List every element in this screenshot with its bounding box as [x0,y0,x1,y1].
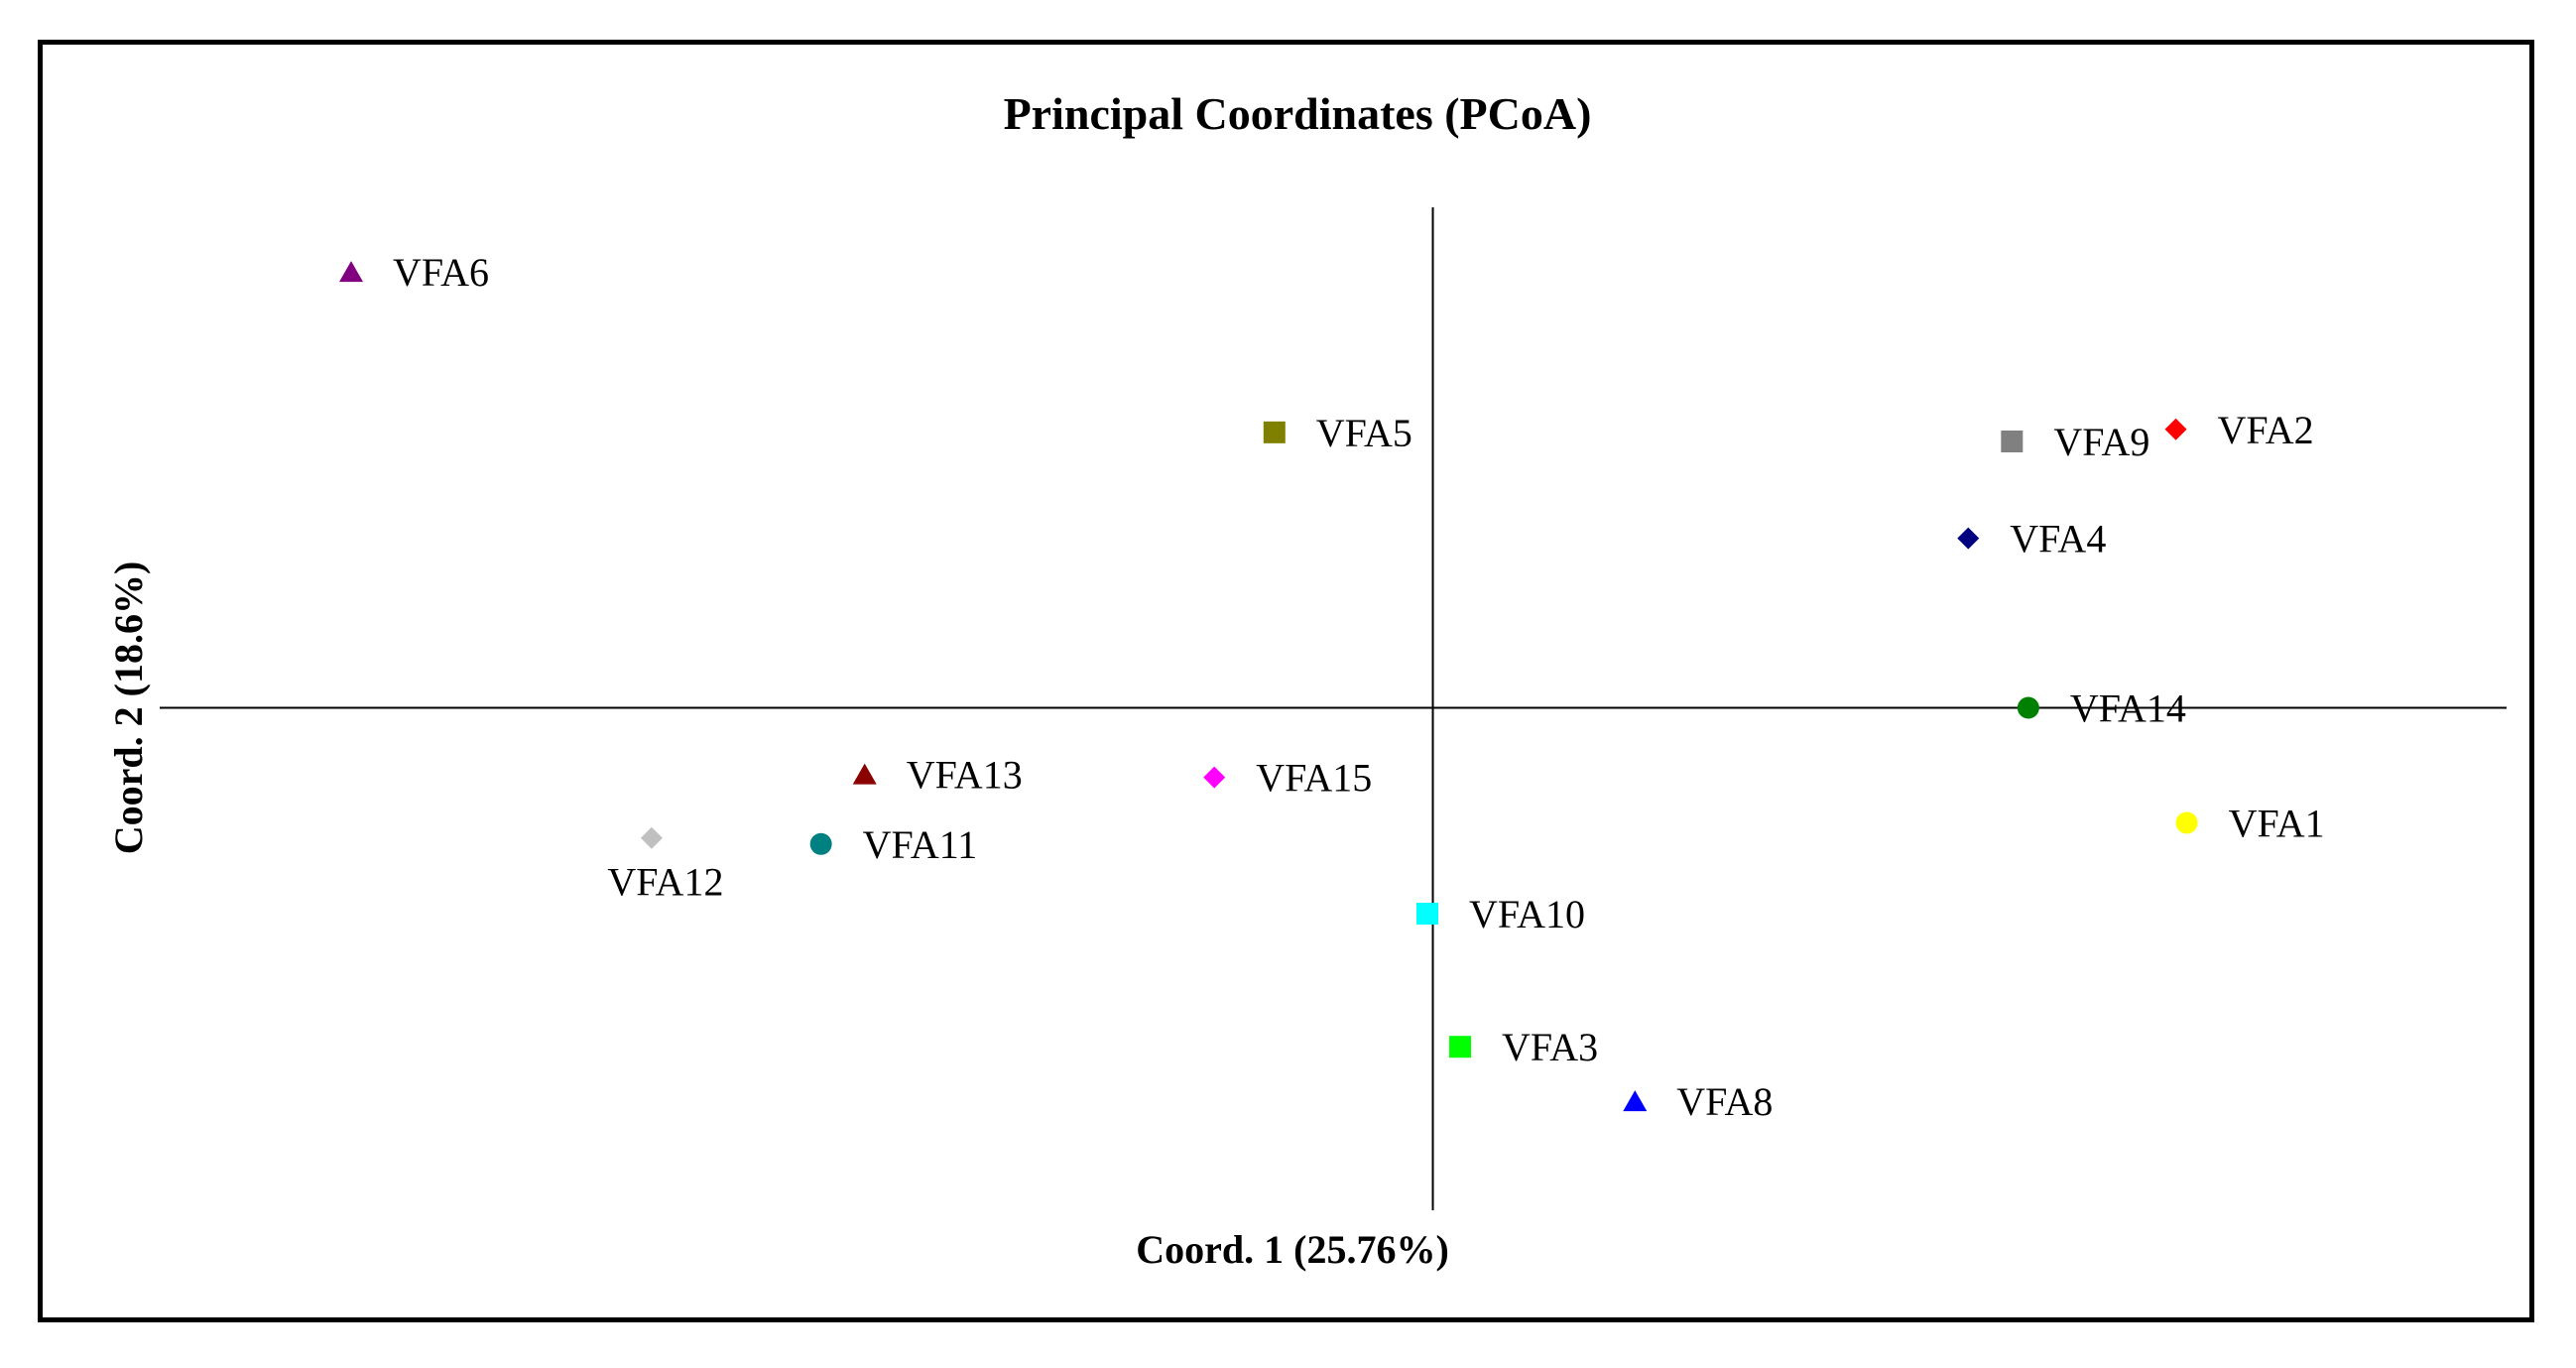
point-vfa8-marker [1623,1090,1648,1112]
x-axis-label: Coord. 1 (25.76%) [1136,1227,1449,1272]
chart-frame: Principal Coordinates (PCoA) Coord. 1 (2… [38,40,2534,1322]
point-vfa9-marker [2001,430,2024,452]
chart-plot-svg: Principal Coordinates (PCoA) Coord. 1 (2… [106,88,2507,1272]
point-vfa3-label: VFA3 [1502,1025,1598,1069]
points-layer: VFA1 VFA2 VFA3 VFA4 VFA5 VFA6 VFA8 VFA9 VFA10 VFA… [339,250,2325,1124]
point-vfa2-label: VFA2 [2218,408,2314,452]
point-vfa11-marker [809,832,832,855]
point-vfa1-label: VFA1 [2229,801,2325,845]
point-vfa13-label: VFA13 [907,753,1023,798]
point-vfa1-marker [2175,811,2198,834]
point-vfa5-marker [1263,421,1286,443]
point-vfa11-label: VFA11 [863,822,978,867]
point-vfa8-label: VFA8 [1676,1079,1773,1124]
point-vfa13-marker [852,763,877,785]
point-vfa10-label: VFA10 [1469,892,1585,936]
y-axis-label: Coord. 2 (18.6%) [106,561,151,855]
point-vfa4-label: VFA4 [2010,517,2106,561]
point-vfa12-label: VFA12 [607,860,723,905]
point-vfa2-marker [2164,418,2187,440]
point-vfa14-marker [2017,696,2039,719]
point-vfa6-marker [339,261,364,283]
point-vfa15-label: VFA15 [1256,756,1372,801]
point-vfa15-marker [1203,766,1226,789]
point-vfa9-label: VFA9 [2053,420,2149,464]
point-vfa14-label: VFA14 [2070,686,2186,731]
point-vfa10-marker [1416,902,1439,925]
point-vfa5-label: VFA5 [1316,411,1412,455]
chart-title: Principal Coordinates (PCoA) [1004,88,1592,139]
point-vfa4-marker [1957,527,1980,550]
point-vfa3-marker [1449,1036,1472,1058]
point-vfa12-marker [640,826,663,849]
point-vfa6-label: VFA6 [393,250,489,295]
